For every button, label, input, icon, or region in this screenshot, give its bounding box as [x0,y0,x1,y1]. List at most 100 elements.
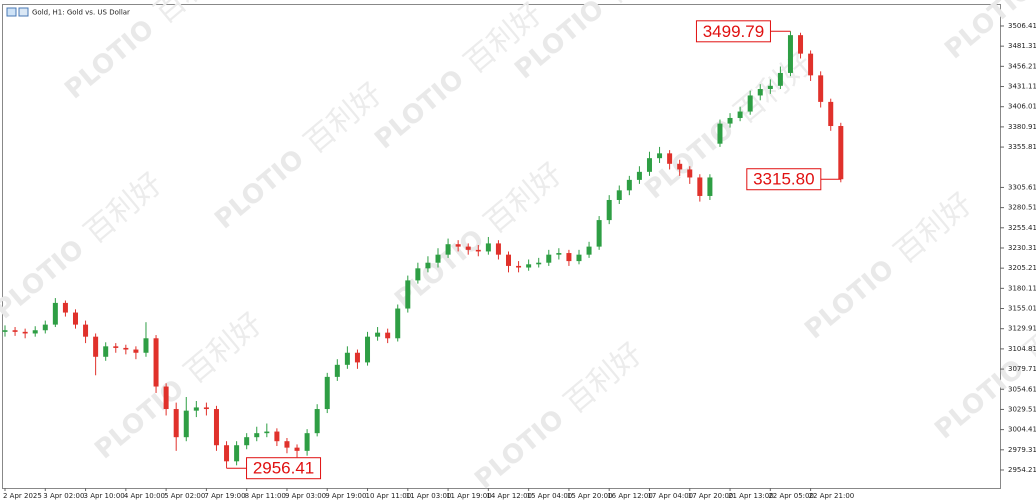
candle-body [93,336,99,357]
y-tick-label: 3129.91 [1008,325,1036,333]
x-tick-label: 17 Apr 04:00 [647,492,693,500]
candle-body [777,72,783,86]
candle-body [556,253,562,255]
candle-body [767,85,773,90]
x-tick-label: 17 Apr 20:00 [688,492,734,500]
candle-body [677,163,683,170]
candle-body [606,199,612,221]
candle-body [667,153,673,164]
x-tick-label: 3 Apr 02:00 [43,492,84,500]
candle-body [546,254,552,263]
candle-body [717,123,723,144]
plot-frame [2,4,1001,489]
candle-body [475,249,481,252]
candle-body [506,254,511,266]
price-label-box [246,457,322,480]
price-label: 3315.80 [753,170,814,189]
candle-body [808,53,814,76]
candle-body [747,95,753,112]
candle-body [536,262,542,265]
y-tick-label: 2979.31 [1008,446,1036,454]
candle-body [2,330,8,332]
candle-body [284,441,290,448]
candle-body [224,445,230,462]
x-tick-label: 15 Apr 20:00 [567,492,613,500]
y-tick-label: 3029.51 [1008,405,1036,413]
y-tick-label: 3481.31 [1008,42,1036,50]
candle-body [244,437,250,446]
price-label-box [746,168,822,191]
candle-body [183,410,189,438]
price-label: 3499.79 [703,22,764,41]
candle-body [485,243,491,252]
candle-body [72,312,78,325]
candle-body [113,346,119,348]
candle-body [12,330,18,332]
x-tick-label: 11 Apr 19:00 [446,492,492,500]
candle-body [234,445,240,462]
candle-body [304,433,310,451]
y-tick-label: 3380.91 [1008,123,1036,131]
candle-body [254,433,260,438]
candle-body [687,169,693,178]
candle-body [707,177,713,196]
y-tick-label: 3205.21 [1008,264,1036,272]
toolbar-icons [6,7,29,17]
y-tick-label: 3230.31 [1008,244,1036,252]
candle-body [415,268,421,281]
candle-body [395,308,401,339]
candle-body [344,352,350,365]
x-tick-label: 8 Apr 11:00 [245,492,286,500]
candle-body [153,338,159,387]
candle-body [636,171,642,180]
candle-body [566,253,572,262]
y-tick-label: 3054.61 [1008,385,1036,393]
candle-body [103,346,109,357]
candle-body [596,220,602,247]
candle-body [133,349,139,353]
y-tick-label: 3280.51 [1008,204,1036,212]
y-tick-label: 3406.01 [1008,103,1036,111]
x-tick-label: 9 Apr 19:00 [325,492,366,500]
x-tick-label: 4 Apr 10:00 [124,492,165,500]
candle-body [657,153,663,159]
candle-body [32,330,38,334]
price-label-box [695,20,771,43]
candle-body [445,244,451,255]
candle-body [173,409,179,438]
y-tick-label: 3355.81 [1008,143,1036,151]
candle-body [616,190,622,200]
candle-body [737,111,743,118]
y-tick-label: 2954.21 [1008,466,1036,474]
candle-body [787,35,793,73]
candle-body [294,447,300,451]
candle-body [163,386,169,410]
y-tick-label: 3155.01 [1008,305,1036,313]
candle-body [264,431,270,434]
candle-body [838,126,844,180]
candle-body [123,347,129,350]
candle-body [365,336,371,363]
candle-body [324,376,330,410]
candle-body [526,264,532,268]
candle-body [495,243,501,255]
candle-body [828,101,834,127]
y-tick-label: 3305.61 [1008,183,1036,191]
candle-body [405,280,411,309]
candle-body [203,407,209,410]
candle-body [626,179,632,191]
candle-body [727,117,733,124]
x-tick-label: 22 Apr 05:00 [768,492,814,500]
y-tick-label: 3431.11 [1008,83,1036,91]
candle-body [314,409,320,434]
candle-body [425,262,431,269]
candle-body [697,177,703,196]
y-tick-label: 3104.81 [1008,345,1036,353]
candle-body [586,246,592,255]
candle-body [334,364,340,377]
candle-body [646,158,652,172]
x-tick-label: 11 Apr 03:00 [406,492,452,500]
candle-body [354,352,360,363]
candle-body [193,407,199,411]
y-tick-label: 3079.71 [1008,365,1036,373]
